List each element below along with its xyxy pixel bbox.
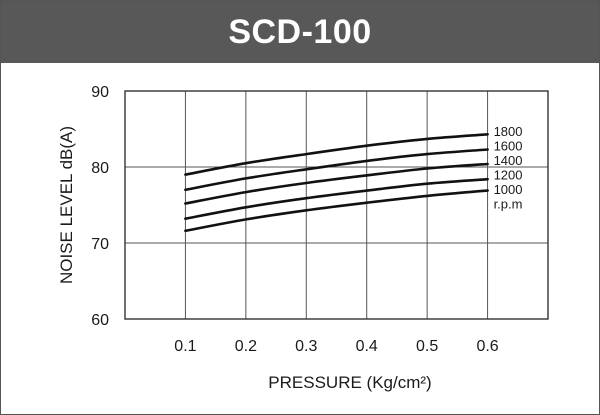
x-tick-label: 0.3 xyxy=(295,338,317,355)
grid xyxy=(125,91,548,319)
x-axis-label: PRESSURE (Kg/cm²) xyxy=(268,373,431,392)
y-tick-label: 80 xyxy=(91,160,109,177)
x-tick-label: 0.1 xyxy=(174,338,196,355)
series-label-1000: 1000 xyxy=(494,182,523,197)
x-tick-label: 0.6 xyxy=(476,338,498,355)
y-tick-label: 70 xyxy=(91,236,109,253)
x-tick-label: 0.5 xyxy=(416,338,438,355)
x-tick-label: 0.4 xyxy=(356,338,378,355)
chart-title: SCD-100 xyxy=(228,12,372,51)
y-tick-label: 60 xyxy=(91,312,109,329)
title-banner: SCD-100 xyxy=(1,1,599,63)
y-tick-labels: 60 70 80 90 xyxy=(91,84,109,329)
legend-unit-label: r.p.m xyxy=(494,197,523,212)
plot-area xyxy=(124,90,549,320)
series-line-1400 xyxy=(184,162,489,205)
y-axis-label: NOISE LEVEL dB(A) xyxy=(57,126,76,284)
y-tick-label: 90 xyxy=(91,84,109,101)
series-line-1000 xyxy=(184,189,489,233)
series-lines xyxy=(184,133,489,233)
x-tick-labels: 0.1 0.2 0.3 0.4 0.5 0.6 xyxy=(174,338,498,355)
series-line-1800 xyxy=(184,133,489,176)
series-line-1600 xyxy=(184,148,489,192)
x-tick-label: 0.2 xyxy=(235,338,257,355)
series-label-1600: 1600 xyxy=(494,139,523,154)
series-label-1200: 1200 xyxy=(494,168,523,183)
series-label-1400: 1400 xyxy=(494,153,523,168)
series-label-1800: 1800 xyxy=(494,124,523,139)
series-line-1200 xyxy=(184,177,489,220)
